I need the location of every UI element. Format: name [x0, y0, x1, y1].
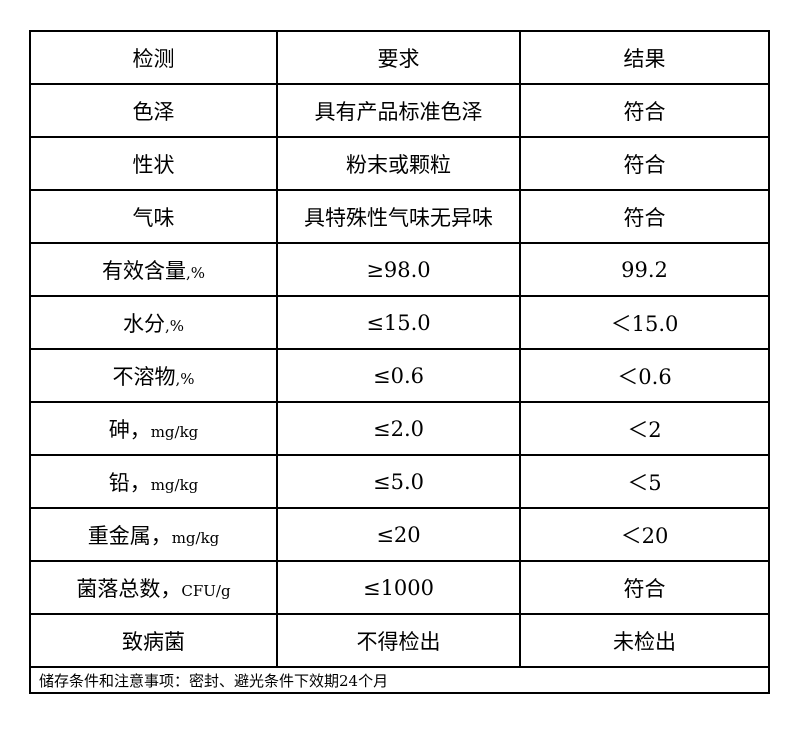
requirement-cell: ≤15.0	[276, 295, 521, 350]
requirement-cell: ≤5.0	[276, 454, 521, 509]
header-cell: 要求	[276, 30, 521, 85]
table-row: 色泽 具有产品标准色泽 符合	[29, 83, 770, 138]
result-cell: ＜5	[519, 454, 770, 509]
table-row: 性状 粉末或颗粒 符合	[29, 136, 770, 191]
inspection-table: 检测 要求 结果 色泽 具有产品标准色泽 符合 性状 粉末或颗粒 符合 气味 具特殊…	[29, 30, 770, 694]
requirement-cell: ≤1000	[276, 560, 521, 615]
table-row: 重金属，mg/kg ≤20 ＜20	[29, 507, 770, 562]
result-cell: ＜20	[519, 507, 770, 562]
item-name: 砷，	[108, 417, 151, 442]
item-cell: 菌落总数，CFU/g	[29, 560, 278, 615]
result-cell: 99.2	[519, 242, 770, 297]
item-name: 有效含量	[101, 258, 186, 283]
header-row: 检测 要求 结果	[29, 30, 770, 85]
item-cell: 重金属，mg/kg	[29, 507, 278, 562]
item-name: 色泽	[132, 99, 175, 124]
item-unit: mg/kg	[150, 422, 199, 441]
item-name: 菌落总数，	[76, 576, 182, 601]
item-unit: ,%	[175, 369, 195, 388]
result-cell: ＜15.0	[519, 295, 770, 350]
item-cell: 性状	[29, 136, 278, 191]
requirement-cell: ≤0.6	[276, 348, 521, 403]
item-name: 重金属，	[87, 523, 172, 548]
item-cell: 有效含量,%	[29, 242, 278, 297]
result-cell: 符合	[519, 83, 770, 138]
item-name: 气味	[132, 205, 175, 230]
storage-note: 储存条件和注意事项：密封、避光条件下效期24个月	[29, 666, 770, 694]
item-unit: mg/kg	[171, 528, 220, 547]
header-cell: 结果	[519, 30, 770, 85]
item-cell: 砷，mg/kg	[29, 401, 278, 456]
item-cell: 铅，mg/kg	[29, 454, 278, 509]
requirement-cell: 不得检出	[276, 613, 521, 668]
item-name: 水分	[122, 311, 165, 336]
requirement-cell: 粉末或颗粒	[276, 136, 521, 191]
item-cell: 水分,%	[29, 295, 278, 350]
item-cell: 色泽	[29, 83, 278, 138]
table-row: 砷，mg/kg ≤2.0 ＜2	[29, 401, 770, 456]
item-unit: mg/kg	[150, 475, 199, 494]
result-cell: 未检出	[519, 613, 770, 668]
requirement-cell: 具有产品标准色泽	[276, 83, 521, 138]
table-row: 气味 具特殊性气味无异味 符合	[29, 189, 770, 244]
result-cell: 符合	[519, 560, 770, 615]
item-cell: 气味	[29, 189, 278, 244]
item-name: 铅，	[108, 470, 151, 495]
result-cell: ＜0.6	[519, 348, 770, 403]
result-cell: ＜2	[519, 401, 770, 456]
header-cell: 检测	[29, 30, 278, 85]
table-row: 铅，mg/kg ≤5.0 ＜5	[29, 454, 770, 509]
result-cell: 符合	[519, 136, 770, 191]
requirement-cell: 具特殊性气味无异味	[276, 189, 521, 244]
item-name: 性状	[132, 152, 175, 177]
item-cell: 不溶物,%	[29, 348, 278, 403]
table-row: 有效含量,% ≥98.0 99.2	[29, 242, 770, 297]
item-unit: ,%	[164, 316, 185, 335]
requirement-cell: ≤20	[276, 507, 521, 562]
item-name: 不溶物	[112, 364, 176, 389]
item-unit: ,%	[185, 263, 206, 282]
table-row: 不溶物,% ≤0.6 ＜0.6	[29, 348, 770, 403]
table-row: 致病菌 不得检出 未检出	[29, 613, 770, 668]
result-cell: 符合	[519, 189, 770, 244]
item-cell: 致病菌	[29, 613, 278, 668]
requirement-cell: ≤2.0	[276, 401, 521, 456]
table-row: 水分,% ≤15.0 ＜15.0	[29, 295, 770, 350]
requirement-cell: ≥98.0	[276, 242, 521, 297]
footer-row: 储存条件和注意事项：密封、避光条件下效期24个月	[29, 666, 770, 694]
item-name: 致病菌	[122, 629, 185, 654]
table-row: 菌落总数，CFU/g ≤1000 符合	[29, 560, 770, 615]
item-unit: CFU/g	[181, 581, 231, 600]
